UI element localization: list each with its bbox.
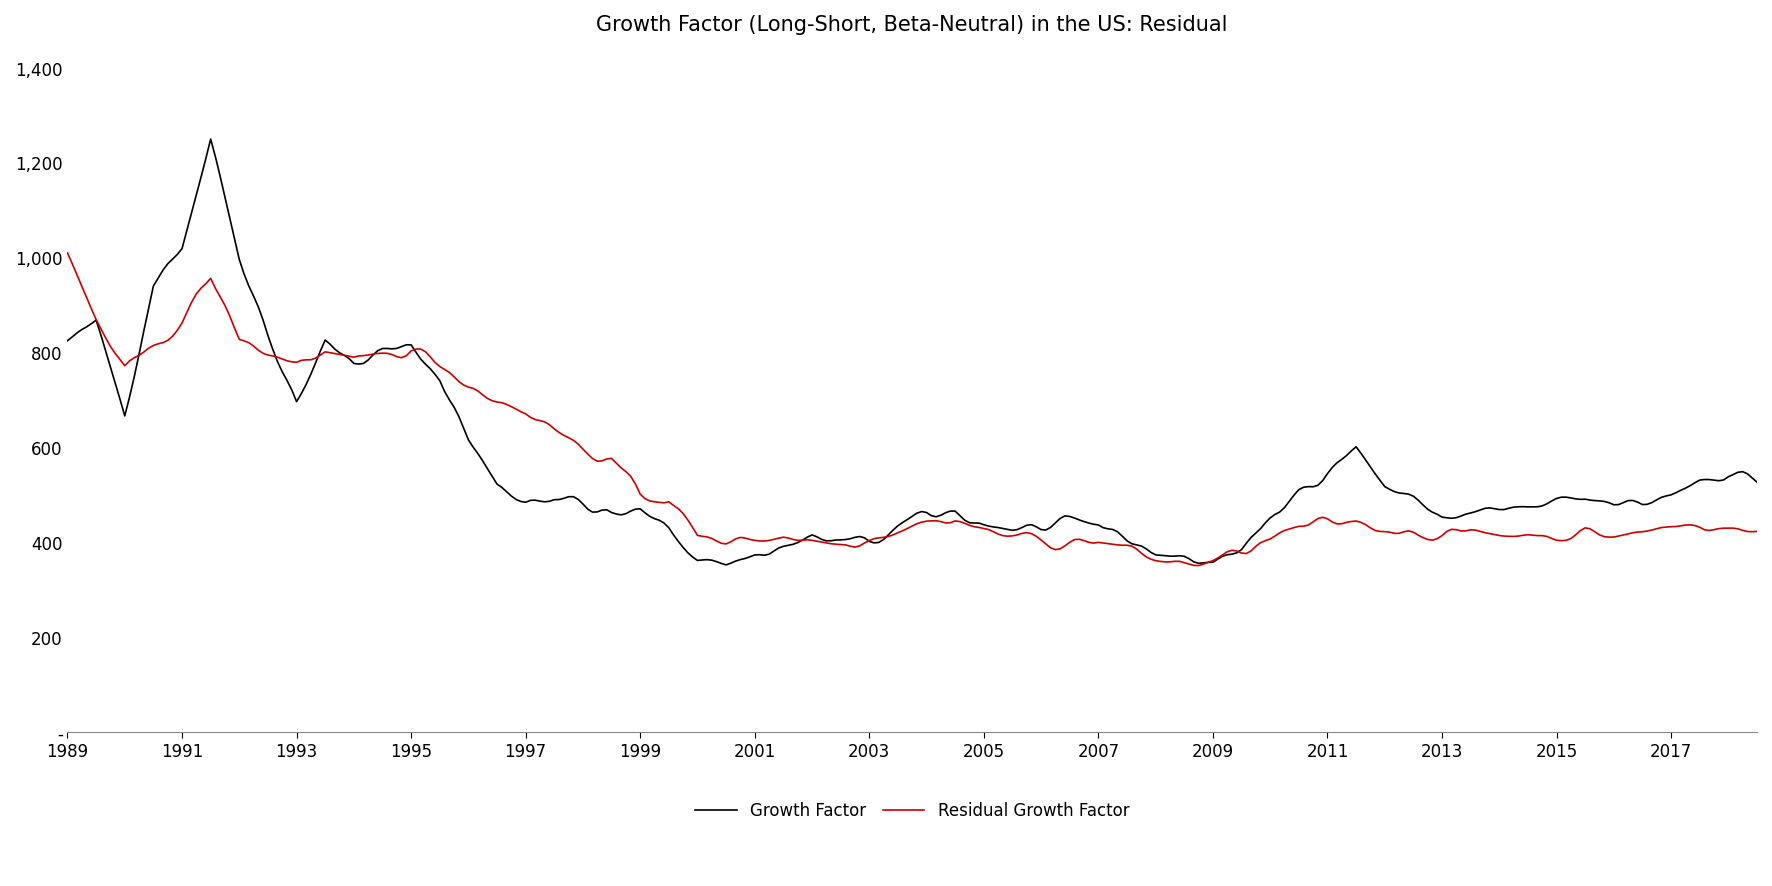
Line: Residual Growth Factor: Residual Growth Factor	[67, 253, 1772, 565]
Residual Growth Factor	[57, 247, 78, 258]
Growth Factor	[572, 499, 594, 509]
Growth Factor	[200, 134, 222, 144]
Line: Growth Factor: Growth Factor	[67, 139, 1772, 565]
Growth Factor	[815, 535, 836, 546]
Residual Growth Factor	[626, 478, 647, 489]
Residual Growth Factor	[1187, 560, 1209, 571]
Residual Growth Factor	[567, 439, 588, 449]
Growth Factor	[629, 503, 650, 514]
Residual Growth Factor	[806, 536, 828, 547]
Residual Growth Factor	[1680, 519, 1701, 530]
Growth Factor	[716, 560, 737, 571]
Growth Factor	[271, 367, 292, 377]
Residual Growth Factor	[654, 498, 675, 509]
Title: Growth Factor (Long-Short, Beta-Neutral) in the US: Residual: Growth Factor (Long-Short, Beta-Neutral)…	[597, 15, 1228, 35]
Growth Factor	[657, 523, 679, 533]
Legend: Growth Factor, Residual Growth Factor: Growth Factor, Residual Growth Factor	[688, 796, 1136, 828]
Growth Factor	[57, 335, 78, 346]
Growth Factor	[1685, 478, 1706, 488]
Residual Growth Factor	[268, 352, 289, 362]
